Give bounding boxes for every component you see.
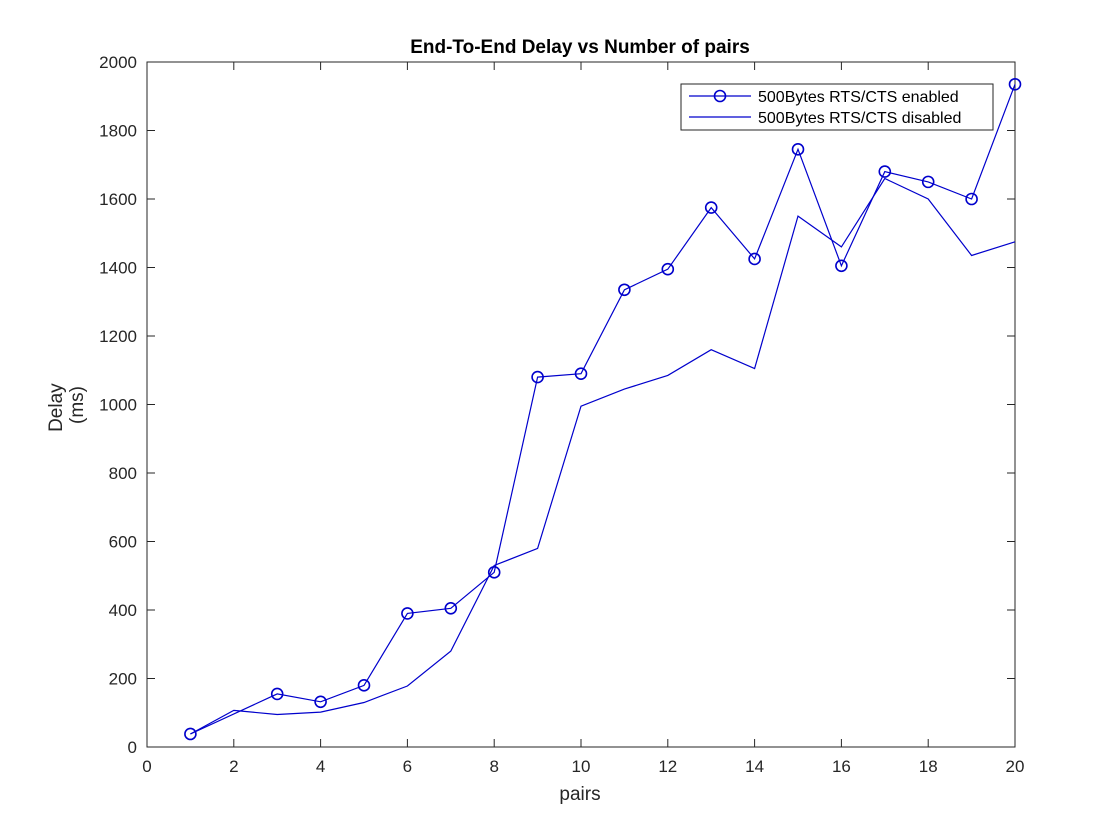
legend-entry-label: 500Bytes RTS/CTS enabled bbox=[758, 89, 959, 106]
data-point-marker bbox=[835, 259, 848, 273]
y-axis-label: Delay (ms) bbox=[46, 378, 88, 432]
y-tick-label: 200 bbox=[109, 670, 137, 689]
data-point-marker bbox=[444, 601, 458, 615]
y-axis-label-line1: Delay bbox=[46, 383, 67, 432]
y-tick-label: 1800 bbox=[99, 122, 137, 141]
x-tick-label: 6 bbox=[403, 757, 412, 776]
x-tick-label: 14 bbox=[745, 757, 764, 776]
legend: 500Bytes RTS/CTS enabled 500Bytes RTS/CTS… bbox=[680, 83, 994, 131]
legend-marker-sample bbox=[713, 89, 727, 103]
plot-area bbox=[184, 77, 1022, 741]
data-point-marker bbox=[748, 252, 761, 266]
x-tick-label: 0 bbox=[142, 757, 151, 776]
data-point-marker bbox=[184, 727, 197, 741]
data-point-marker bbox=[574, 367, 588, 380]
y-tick-label: 1600 bbox=[99, 190, 137, 209]
x-tick-label: 10 bbox=[572, 757, 591, 776]
x-tick-label: 18 bbox=[919, 757, 938, 776]
series-line-2 bbox=[190, 177, 1016, 735]
data-point-marker bbox=[1008, 77, 1022, 91]
y-tick-label: 600 bbox=[109, 533, 137, 552]
y-tick-label: 400 bbox=[109, 601, 137, 620]
y-tick-label: 1400 bbox=[99, 259, 137, 278]
legend-box bbox=[680, 83, 994, 131]
y-axis-label-line2: (ms) bbox=[67, 386, 88, 424]
data-point-marker bbox=[661, 262, 675, 276]
data-point-marker bbox=[314, 695, 327, 709]
data-point-marker bbox=[357, 679, 371, 692]
y-tick-label: 1200 bbox=[99, 327, 137, 346]
data-point-marker bbox=[401, 607, 414, 620]
data-point-marker bbox=[618, 283, 631, 297]
data-point-marker bbox=[878, 165, 892, 178]
y-tick-label: 800 bbox=[109, 464, 137, 483]
data-point-marker bbox=[704, 201, 718, 214]
data-point-marker bbox=[965, 192, 978, 206]
axes: 0 2 4 6 8 10 12 14 16 18 2002004006008001000120014… bbox=[99, 53, 1024, 776]
y-tick-label: 0 bbox=[128, 738, 137, 757]
x-tick-label: 16 bbox=[832, 757, 851, 776]
x-tick-label: 2 bbox=[229, 757, 238, 776]
plot-frame bbox=[146, 61, 1016, 748]
data-point-marker bbox=[531, 370, 544, 384]
legend-entry-label: 500Bytes RTS/CTS disabled bbox=[758, 110, 961, 127]
y-tick-label: 1000 bbox=[99, 396, 137, 415]
x-tick-label: 20 bbox=[1006, 757, 1025, 776]
x-tick-label: 8 bbox=[489, 757, 498, 776]
data-point-marker bbox=[791, 143, 805, 156]
x-tick-label: 12 bbox=[658, 757, 677, 776]
x-tick-label: 4 bbox=[316, 757, 325, 776]
y-tick-label: 2000 bbox=[99, 53, 137, 72]
series-line-1 bbox=[190, 84, 1016, 735]
data-point-marker bbox=[270, 687, 284, 701]
data-point-marker bbox=[921, 175, 935, 189]
x-axis-label: pairs bbox=[559, 784, 600, 805]
chart-title: End-To-End Delay vs Number of pairs bbox=[410, 37, 750, 58]
